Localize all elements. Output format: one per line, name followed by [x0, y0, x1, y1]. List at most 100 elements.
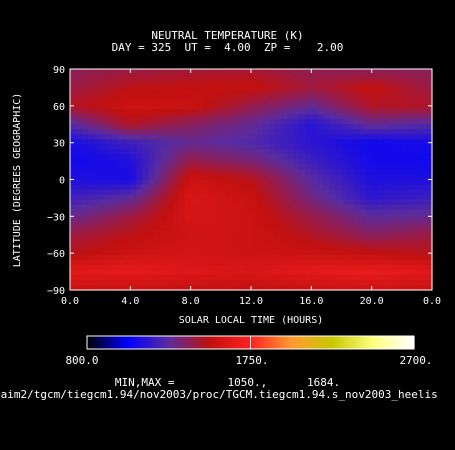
heatmap-cell	[148, 264, 156, 271]
heatmap-cell	[112, 284, 119, 291]
heatmap-cell	[184, 254, 192, 261]
heatmap-cell	[323, 109, 331, 115]
heatmap-cell	[395, 169, 403, 176]
heatmap-cell	[359, 169, 367, 176]
heatmap-cell	[124, 204, 131, 211]
heatmap-cell	[269, 179, 276, 186]
heatmap-cell	[335, 79, 343, 85]
heatmap-cell	[419, 129, 427, 135]
heatmap-cell	[106, 214, 113, 221]
heatmap-cell	[371, 84, 379, 90]
heatmap-cell	[148, 94, 156, 100]
heatmap-cell	[419, 119, 427, 125]
colorbar-segment	[199, 336, 203, 349]
heatmap-cell	[118, 99, 125, 105]
heatmap-cell	[419, 159, 427, 166]
heatmap-cell	[148, 179, 156, 186]
heatmap-cell	[226, 194, 234, 201]
heatmap-cell	[317, 184, 324, 191]
heatmap-cell	[100, 84, 107, 90]
heatmap-cell	[226, 259, 234, 266]
heatmap-cell	[329, 144, 337, 150]
heatmap-cell	[407, 74, 415, 80]
heatmap-cell	[263, 159, 270, 166]
heatmap-cell	[154, 234, 162, 241]
heatmap-cell	[317, 139, 324, 145]
heatmap-cell	[226, 84, 234, 90]
heatmap-cell	[383, 174, 391, 181]
heatmap-cell	[401, 234, 409, 241]
heatmap-cell	[251, 134, 258, 140]
heatmap-cell	[106, 89, 113, 95]
heatmap-cell	[371, 204, 379, 211]
heatmap-cell	[365, 254, 373, 261]
heatmap-cell	[184, 114, 192, 120]
heatmap-cell	[142, 154, 150, 161]
heatmap-cell	[281, 239, 288, 246]
heatmap-cell	[275, 124, 282, 130]
heatmap-cell	[251, 274, 258, 281]
heatmap-cell	[263, 114, 270, 120]
heatmap-cell	[257, 214, 264, 221]
heatmap-cell	[353, 154, 361, 161]
heatmap-cell	[407, 164, 415, 171]
heatmap-cell	[112, 194, 119, 201]
heatmap-cell	[353, 174, 361, 181]
heatmap-cell	[425, 104, 433, 110]
heatmap-cell	[371, 239, 379, 246]
heatmap-cell	[70, 134, 77, 140]
heatmap-cell	[136, 149, 143, 155]
heatmap-cell	[281, 254, 288, 261]
heatmap-cell	[323, 114, 331, 120]
heatmap-cell	[305, 89, 312, 95]
colorbar-segment	[369, 336, 372, 349]
colorbar-segment	[389, 336, 393, 349]
heatmap-cell	[317, 209, 324, 216]
heatmap-cell	[70, 174, 77, 181]
heatmap-cell	[136, 144, 143, 150]
heatmap-cell	[413, 209, 421, 216]
heatmap-cell	[136, 154, 143, 161]
colorbar-segment	[364, 336, 368, 349]
heatmap-cell	[311, 124, 318, 130]
heatmap-cell	[196, 89, 204, 95]
heatmap-cell	[299, 154, 306, 161]
heatmap-cell	[317, 114, 324, 120]
heatmap-cell	[383, 99, 391, 105]
heatmap-cell	[196, 174, 204, 181]
heatmap-cell	[70, 189, 77, 196]
heatmap-cell	[419, 79, 427, 85]
heatmap-cell	[377, 134, 385, 140]
heatmap-cell	[311, 139, 318, 145]
heatmap-cell	[365, 134, 373, 140]
heatmap-cell	[323, 119, 331, 125]
heatmap-cell	[130, 114, 137, 120]
heatmap-cell	[142, 279, 150, 286]
heatmap-cell	[136, 284, 143, 291]
heatmap-cell	[365, 99, 373, 105]
heatmap-cell	[425, 109, 433, 115]
heatmap-cell	[317, 264, 324, 271]
heatmap-cell	[377, 259, 385, 266]
colorbar-segment	[238, 336, 241, 349]
heatmap-cell	[371, 74, 379, 80]
heatmap-cell	[419, 279, 427, 286]
heatmap-cell	[100, 69, 107, 75]
heatmap-cell	[305, 124, 312, 130]
heatmap-cell	[178, 124, 186, 130]
heatmap-cell	[178, 219, 186, 226]
heatmap-cell	[365, 224, 373, 231]
heatmap-cell	[347, 169, 355, 176]
y-tick-label: −30	[47, 212, 65, 223]
heatmap-cell	[401, 104, 409, 110]
heatmap-cell	[359, 124, 367, 130]
colorbar-segment	[234, 336, 237, 349]
heatmap-cell	[100, 149, 107, 155]
heatmap-cell	[377, 209, 385, 216]
heatmap-cell	[88, 249, 95, 256]
heatmap-cell	[82, 189, 89, 196]
heatmap-cell	[257, 114, 264, 120]
heatmap-cell	[323, 279, 331, 286]
heatmap-cell	[257, 154, 264, 161]
heatmap-cell	[395, 69, 403, 75]
